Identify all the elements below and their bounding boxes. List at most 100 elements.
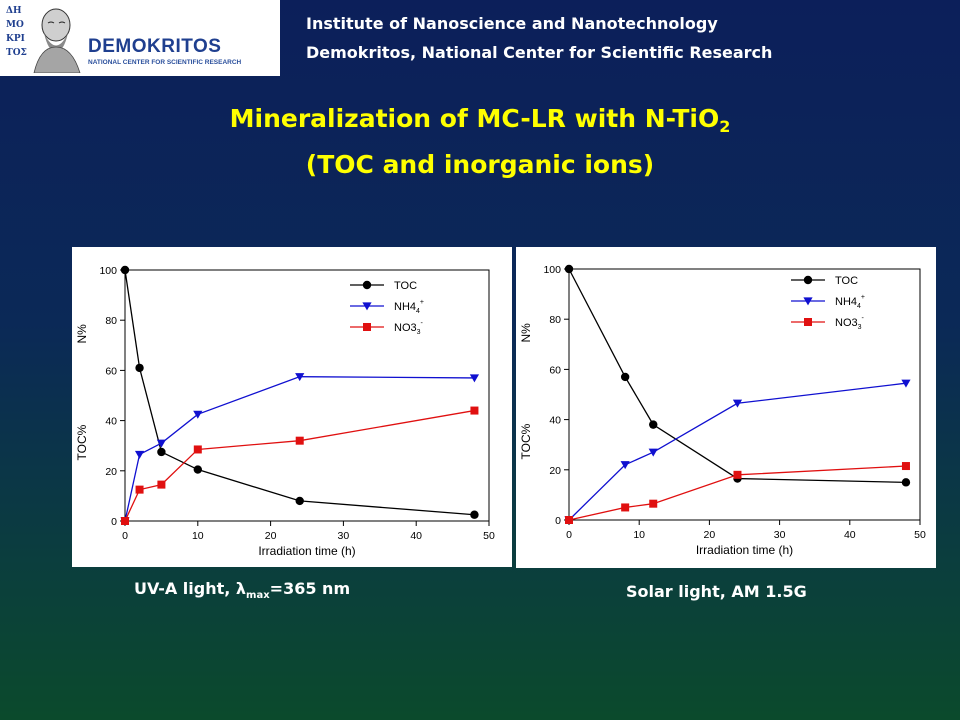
data-point-nh4 [901, 379, 911, 388]
y-axis-label-n: N% [75, 324, 89, 344]
y-axis-label-toc: TOC% [75, 424, 89, 460]
institute-line-1: Institute of Nanoscience and Nanotechnol… [306, 14, 718, 33]
legend-marker-toc [362, 280, 372, 290]
y-tick-label: 20 [105, 466, 117, 478]
y-axis-label-n: N% [519, 323, 533, 343]
chart-uva: 0 10 20 30 40 50 0 20 40 60 80 100 Irradiation time … [75, 265, 495, 558]
legend-marker-nh4 [803, 297, 813, 306]
data-point-nh4 [295, 373, 305, 382]
data-point-nh4 [134, 450, 145, 459]
svg-text:ΜΟ: ΜΟ [6, 20, 24, 30]
data-point-nh4 [469, 374, 480, 383]
caption-uva-main: UV-A light, λ [134, 579, 247, 598]
data-point-no3 [135, 485, 144, 494]
data-point-no3 [649, 499, 658, 508]
series-no3 [121, 406, 479, 525]
x-tick-label: 30 [774, 529, 786, 541]
y-tick-label: 20 [549, 465, 561, 477]
legend-item-toc: TOC [791, 275, 858, 287]
legend-marker-no3 [804, 318, 812, 326]
legend-item-no3: NO33- [350, 320, 424, 336]
caption-solar-main: Solar light, AM 1.5G [626, 582, 807, 601]
svg-text:ΔΗ: ΔΗ [6, 6, 22, 16]
series-nh4 [564, 379, 911, 525]
x-tick-label: 20 [704, 529, 716, 541]
data-point-toc [120, 265, 130, 275]
legend-label-no3: NO33- [394, 320, 424, 336]
x-tick-label: 40 [410, 530, 422, 542]
svg-text:ΚΡΙ: ΚΡΙ [6, 34, 25, 44]
legend-label-nh4: NH44+ [394, 299, 424, 315]
logo-subtitle: NATIONAL CENTER FOR SCIENTIFIC RESEARCH [88, 59, 242, 66]
plot-frame [568, 268, 921, 521]
data-point-toc [901, 478, 911, 487]
data-point-no3 [733, 470, 742, 479]
data-point-no3 [565, 516, 573, 524]
x-tick-label: 0 [122, 530, 128, 542]
data-point-toc [193, 465, 202, 474]
data-point-toc [157, 447, 166, 457]
data-point-toc [620, 372, 630, 382]
data-point-no3 [193, 445, 202, 454]
legend-item-nh4: NH44+ [350, 299, 424, 315]
institute-line-2: Demokritos, National Center for Scientif… [306, 43, 773, 62]
y-axis-label-toc: TOC% [519, 423, 533, 459]
y-tick-label: 100 [543, 264, 561, 276]
x-tick-label: 0 [566, 529, 572, 541]
slide-title-line-1: Mineralization of MC-LR with N-TiO2 [0, 104, 960, 136]
data-point-no3 [901, 462, 910, 471]
data-point-nh4 [193, 410, 203, 419]
demokritos-seal-icon: ΔΗ ΜΟ ΚΡΙ ΤΟΣ [4, 3, 84, 73]
data-point-toc [564, 264, 574, 274]
series-toc [120, 265, 479, 519]
x-tick-label: 30 [338, 530, 350, 542]
series-line-no3 [124, 409, 475, 522]
legend-item-no3: NO33- [791, 315, 865, 331]
x-axis-label: Irradiation time (h) [696, 543, 793, 557]
x-tick-label: 50 [483, 530, 495, 542]
data-point-no3 [157, 480, 166, 489]
legend-label-nh4: NH44+ [835, 294, 865, 310]
caption-uva: UV-A light, λmax=365 nm [134, 579, 350, 601]
data-point-toc [649, 420, 658, 429]
title-subscript: 2 [719, 117, 731, 136]
x-tick-label: 10 [192, 530, 204, 542]
data-point-no3 [295, 436, 304, 445]
chart-panel-solar: 0 10 20 30 40 50 0 20 40 60 80 100 Irradiation time … [516, 247, 936, 568]
y-tick-label: 40 [105, 416, 117, 428]
data-point-nh4 [156, 439, 166, 448]
y-tick-label: 40 [549, 415, 561, 427]
series-line-toc [124, 269, 475, 516]
caption-uva-sub: max [246, 590, 270, 601]
x-tick-label: 20 [265, 530, 277, 542]
data-point-nh4 [648, 448, 658, 457]
y-tick-label: 60 [105, 365, 117, 377]
plot-frame [124, 269, 490, 522]
caption-uva-tail: =365 nm [269, 579, 351, 598]
legend-marker-nh4 [362, 302, 372, 311]
slide-title-line-2: (TOC and inorganic ions) [305, 150, 655, 179]
legend-label-toc: TOC [394, 280, 417, 292]
y-tick-label: 60 [549, 364, 561, 376]
legend-marker-no3 [363, 323, 371, 331]
svg-text:ΤΟΣ: ΤΟΣ [6, 48, 27, 58]
demokritos-logo: ΔΗ ΜΟ ΚΡΙ ΤΟΣ DEMOKRITOS NATIONAL CENTER FO… [0, 0, 280, 76]
legend-label-toc: TOC [835, 275, 858, 287]
y-tick-label: 0 [555, 515, 561, 527]
legend-item-nh4: NH44+ [791, 294, 865, 310]
x-axis-label: Irradiation time (h) [258, 544, 355, 558]
data-point-toc [470, 510, 479, 519]
x-tick-label: 40 [844, 529, 856, 541]
logo-name: DEMOKRITOS [88, 36, 222, 57]
series-line-nh4 [124, 376, 475, 522]
y-tick-label: 100 [99, 265, 117, 277]
legend-item-toc: TOC [350, 280, 417, 292]
legend-marker-toc [803, 275, 813, 285]
caption-solar: Solar light, AM 1.5G [626, 582, 807, 601]
data-point-nh4 [620, 461, 630, 470]
data-point-no3 [470, 406, 479, 415]
chart-panel-uva: 0 10 20 30 40 50 0 20 40 60 80 100 Irradiation time … [72, 247, 512, 567]
data-point-nh4 [732, 399, 743, 408]
x-tick-label: 10 [633, 529, 645, 541]
y-tick-label: 80 [549, 314, 561, 326]
